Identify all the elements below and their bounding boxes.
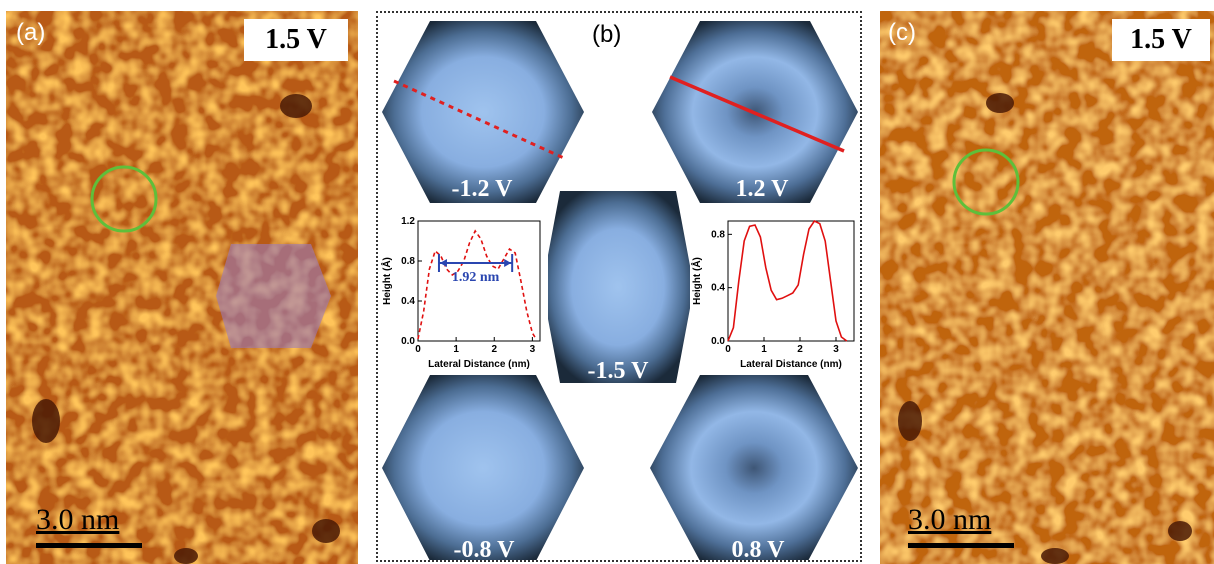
stm-panel-a: (a) 1.5 V 3.0 nm — [6, 11, 358, 564]
x-tick-label: 0 — [725, 344, 731, 355]
hex-label-0p8: 0.8 V — [731, 537, 785, 562]
x-tick-label: 2 — [491, 344, 497, 355]
stm-image-a — [6, 11, 358, 564]
hex-label-neg1p2: -1.2 V — [451, 176, 513, 202]
y-tick-label: 0.4 — [711, 283, 725, 294]
x-axis-label: Lateral Distance (nm) — [428, 359, 530, 370]
stm-hex-0p8 — [650, 375, 858, 560]
width-arrow-head — [439, 259, 447, 267]
panel-c-label: (c) — [888, 19, 916, 46]
width-arrow-head — [504, 259, 512, 267]
x-tick-label: 2 — [797, 344, 803, 355]
chart-background — [380, 213, 548, 373]
panel-c-scalebar-label: 3.0 nm — [908, 503, 992, 536]
plot-frame — [417, 220, 541, 342]
x-tick-label: 1 — [453, 344, 459, 355]
y-tick-label: 0.0 — [711, 336, 725, 347]
panel-a-bias: 1.5 V — [244, 19, 348, 61]
panel-a-scalebar-label: 3.0 nm — [36, 503, 120, 536]
solid-profile-line — [669, 75, 845, 153]
panel-c-scalebar — [908, 543, 1014, 548]
y-tick-label: 0.8 — [401, 256, 415, 267]
dashed-profile-line — [393, 79, 567, 161]
y-tick-label: 0.8 — [711, 229, 725, 240]
y-tick-label: 0.4 — [401, 296, 415, 307]
y-axis-label: Height (Å) — [380, 257, 393, 305]
x-tick-label: 3 — [530, 344, 536, 355]
x-tick-label: 0 — [415, 344, 421, 355]
plot-frame — [727, 220, 855, 342]
y-tick-label: 1.2 — [401, 216, 415, 227]
stm-hex-neg0p8 — [382, 375, 584, 560]
highlight-hexagon — [216, 244, 331, 348]
x-tick-label: 3 — [833, 344, 839, 355]
y-tick-label: 0.0 — [401, 336, 415, 347]
panel-c-bias: 1.5 V — [1112, 19, 1210, 61]
width-annotation: 1.92 nm — [452, 270, 500, 285]
green-circle-marker — [90, 165, 158, 233]
panel-a-scalebar — [36, 543, 142, 548]
stm-panel-b: (b) -1.2 V 1.2 V -1.5 V -0.8 V 0.8 V 0 1 2… — [376, 11, 862, 562]
stm-image-c — [880, 11, 1214, 564]
hex-label-neg0p8: -0.8 V — [453, 537, 515, 562]
panel-a-label: (a) — [16, 19, 46, 46]
stm-panel-c: (c) 1.5 V 3.0 nm — [880, 11, 1214, 564]
line-profile-chart-left: 0 1 2 3 0.0 0.4 0.8 1.2 Lateral Distance (nm) Hei… — [380, 213, 548, 373]
x-axis-label: Lateral Distance (nm) — [740, 359, 842, 370]
stm-hex-neg1p2 — [382, 21, 584, 203]
hex-label-1p2: 1.2 V — [735, 176, 789, 202]
hex-label-neg1p5: -1.5 V — [587, 358, 649, 384]
profile-line — [417, 229, 537, 340]
stm-hex-neg1p5 — [542, 191, 694, 383]
y-axis-label: Height (Å) — [690, 257, 703, 305]
profile-line — [727, 219, 848, 342]
panel-b-label: (b) — [592, 21, 622, 48]
x-tick-label: 1 — [761, 344, 767, 355]
stm-hex-1p2 — [652, 21, 858, 203]
line-profile-chart-right: 0 1 2 3 0.0 0.4 0.8 Lateral Distance (nm) Height… — [690, 213, 860, 373]
green-circle-marker — [952, 148, 1020, 216]
